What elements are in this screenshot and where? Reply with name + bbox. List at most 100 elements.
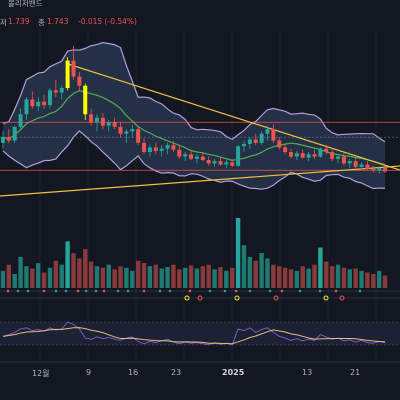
- volume-bar: [194, 268, 200, 288]
- volume-bar: [306, 268, 311, 288]
- x-label-9: 9: [86, 368, 92, 377]
- candle-body: [147, 147, 152, 152]
- candle-body: [142, 142, 147, 152]
- close-value: 1.743: [47, 17, 69, 26]
- volume-bar: [177, 269, 182, 288]
- candle-body: [183, 154, 188, 157]
- volume-bar: [141, 263, 147, 288]
- candle-body: [171, 145, 176, 150]
- volume-bar: [159, 268, 164, 288]
- volume-bar: [235, 218, 241, 288]
- candle-body: [130, 129, 135, 132]
- signal-marker: [339, 295, 345, 301]
- rsi-signal-line: [2, 327, 386, 345]
- candle-body: [330, 152, 335, 159]
- candle-body: [6, 137, 11, 141]
- volume-bar: [65, 241, 70, 288]
- candle-body: [218, 161, 223, 165]
- volume-bar: [30, 268, 35, 288]
- volume-bar: [6, 264, 12, 288]
- volume-bar: [359, 270, 364, 288]
- candle-body: [265, 129, 270, 134]
- candle-body: [189, 154, 194, 159]
- candle-body: [247, 139, 252, 144]
- signal-dot: [76, 289, 80, 293]
- x-label-dec: 12월: [32, 369, 50, 378]
- volume-bar: [124, 267, 129, 288]
- signal-dot: [142, 289, 146, 293]
- candle-body: [53, 90, 58, 93]
- candle-body: [224, 162, 229, 165]
- volume-bar: [77, 258, 82, 288]
- signal-dot: [223, 289, 227, 293]
- low-value: 1.739: [8, 17, 30, 26]
- volume-bar: [24, 266, 29, 288]
- volume-bar: [300, 266, 305, 288]
- signal-dot: [268, 289, 272, 293]
- volume-bar: [265, 258, 270, 288]
- candle-body: [341, 156, 346, 164]
- signal-dot: [358, 289, 362, 293]
- candle-body: [89, 114, 94, 123]
- candle-body: [359, 164, 364, 167]
- volume-bar: [130, 270, 135, 288]
- candle-body: [177, 149, 182, 157]
- volume-bar: [335, 264, 341, 288]
- volume-bar: [376, 270, 382, 288]
- volume-bar: [83, 249, 88, 288]
- volume-bar: [347, 269, 352, 288]
- candle-body: [24, 99, 29, 115]
- signal-dot: [208, 289, 212, 293]
- volume-bar: [241, 245, 247, 288]
- candle-body: [347, 161, 352, 164]
- trend-line-lower: [0, 165, 400, 197]
- signal-dot: [64, 289, 68, 293]
- candle-body: [71, 60, 76, 77]
- volume-bar: [53, 260, 59, 288]
- signal-dot: [16, 289, 20, 293]
- signal-marker: [273, 295, 279, 301]
- candle-body: [136, 129, 141, 143]
- candle-body: [271, 129, 276, 141]
- volume-bar: [118, 266, 123, 288]
- candle-body: [259, 133, 264, 143]
- signal-marker: [184, 295, 190, 301]
- volume-bar: [206, 264, 211, 288]
- volume-bar: [153, 264, 158, 288]
- candle-body: [230, 162, 235, 166]
- volume-bar: [230, 267, 235, 288]
- trend-line-upper: [67, 63, 400, 171]
- candle-body: [253, 139, 258, 143]
- candle-body: [112, 122, 117, 127]
- candle-body: [365, 164, 370, 170]
- volume-bar: [318, 247, 323, 288]
- signal-dot: [54, 289, 58, 293]
- candle-body: [165, 145, 170, 149]
- candle-body: [236, 146, 241, 166]
- candle-body: [200, 156, 205, 160]
- signal-dot: [248, 289, 252, 293]
- candle-body: [18, 114, 23, 127]
- volume-bar: [259, 253, 264, 288]
- volume-bar: [135, 260, 141, 288]
- volume-bar: [365, 272, 370, 288]
- candle-body: [277, 140, 282, 148]
- x-label-23: 23: [171, 368, 182, 377]
- signal-dot: [126, 289, 130, 293]
- indicator-title: 볼리저밴드: [8, 0, 43, 8]
- candle-body: [194, 156, 199, 159]
- volume-bar: [71, 253, 76, 288]
- volume-bar: [212, 269, 217, 288]
- x-label-21: 21: [350, 368, 361, 377]
- volume-bar: [182, 267, 188, 288]
- volume-bar: [0, 270, 6, 288]
- volume-bar: [247, 256, 253, 288]
- candle-body: [42, 101, 47, 106]
- volume-bar: [312, 264, 317, 288]
- candle-body: [65, 60, 70, 88]
- volume-bar: [253, 260, 258, 288]
- candle-body: [36, 101, 41, 107]
- candle-body: [206, 160, 211, 164]
- candle-body: [159, 148, 164, 151]
